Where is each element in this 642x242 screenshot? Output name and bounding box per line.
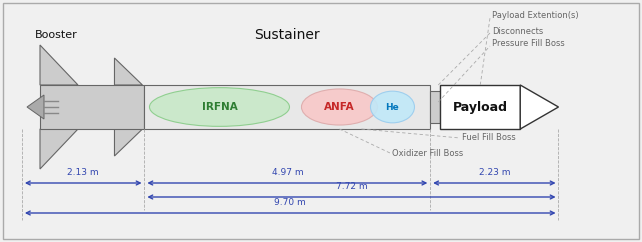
FancyBboxPatch shape	[40, 85, 144, 129]
Text: 2.13 m: 2.13 m	[67, 168, 99, 177]
Text: Oxidizer Fill Boss: Oxidizer Fill Boss	[392, 149, 464, 158]
FancyBboxPatch shape	[144, 85, 430, 129]
Text: 7.72 m: 7.72 m	[336, 182, 367, 191]
Text: Disconnects: Disconnects	[492, 27, 543, 36]
Text: Payload: Payload	[453, 100, 508, 113]
Text: 9.70 m: 9.70 m	[274, 198, 306, 207]
Polygon shape	[40, 129, 78, 169]
Text: ANFA: ANFA	[324, 102, 355, 112]
Polygon shape	[520, 85, 559, 129]
Text: 2.23 m: 2.23 m	[479, 168, 510, 177]
Text: Booster: Booster	[35, 30, 78, 40]
Polygon shape	[114, 129, 143, 156]
FancyBboxPatch shape	[440, 85, 520, 129]
Text: IRFNA: IRFNA	[202, 102, 238, 112]
Polygon shape	[40, 45, 78, 85]
Text: Payload Extention(s): Payload Extention(s)	[492, 12, 578, 21]
Text: Sustainer: Sustainer	[254, 28, 320, 42]
Polygon shape	[114, 58, 143, 85]
Polygon shape	[27, 95, 44, 119]
Ellipse shape	[150, 88, 290, 126]
Ellipse shape	[370, 91, 415, 123]
Text: Pressure Fill Boss: Pressure Fill Boss	[492, 39, 565, 48]
Text: 4.97 m: 4.97 m	[272, 168, 303, 177]
FancyBboxPatch shape	[430, 91, 440, 123]
Ellipse shape	[302, 89, 377, 125]
Text: He: He	[386, 103, 399, 112]
Text: Fuel Fill Boss: Fuel Fill Boss	[462, 134, 516, 143]
